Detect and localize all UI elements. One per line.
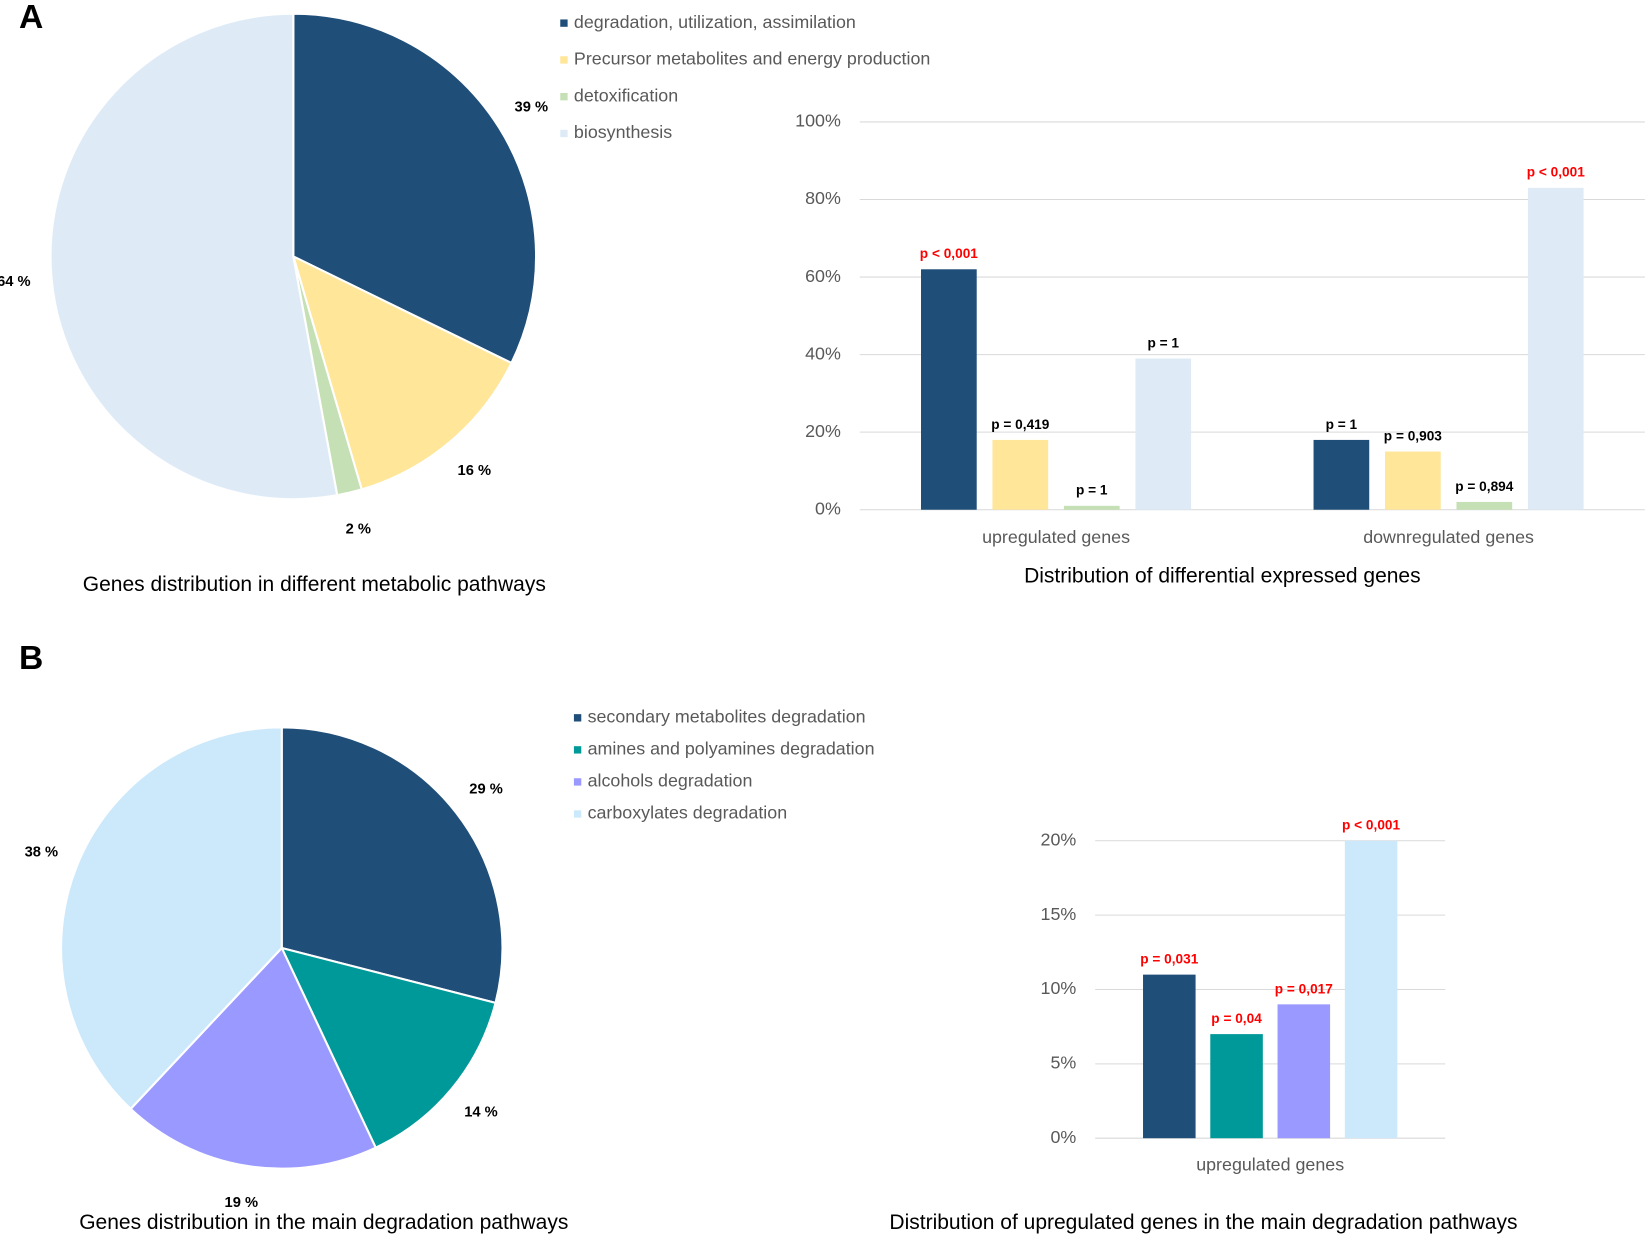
bar-annotation: p = 0,04 (1211, 1011, 1262, 1026)
bar (921, 269, 977, 510)
y-tick-label: 80% (805, 188, 841, 208)
bar (1385, 451, 1441, 510)
legend-swatch (560, 19, 568, 27)
slice-label: 2 % (346, 521, 371, 537)
y-tick-label: 20% (805, 421, 841, 441)
legend-label: amines and polyamines degradation (588, 739, 875, 759)
bar (1527, 187, 1584, 510)
bar (1313, 439, 1370, 510)
legend-label: degradation, utilization, assimilation (574, 12, 856, 32)
legend-swatch (573, 714, 582, 722)
chart-title: Genes distribution in the main degradati… (79, 1211, 568, 1234)
legend-swatch (560, 56, 568, 64)
y-tick-label: 40% (805, 343, 841, 363)
chart-title: Distribution of upregulated genes in the… (889, 1211, 1517, 1234)
slice-label: 14 % (464, 1105, 498, 1121)
bar-annotation: p = 1 (1076, 483, 1108, 498)
legend-label: carboxylates degradation (588, 803, 788, 823)
legend-label: detoxification (574, 85, 678, 105)
bar-annotation: p < 0,001 (920, 246, 978, 261)
legend-swatch (560, 93, 568, 101)
bar (1143, 974, 1196, 1139)
legend-label: Precursor metabolites and energy product… (574, 49, 930, 69)
bar (1344, 840, 1398, 1139)
y-tick-label: 10% (1041, 978, 1077, 998)
pie-slice (49, 12, 339, 501)
pie-slice (279, 946, 497, 1150)
bar (1135, 358, 1192, 510)
bar (1063, 505, 1120, 510)
slice-label: 38 % (25, 845, 59, 861)
pie-slice (129, 946, 378, 1170)
bar-annotation: p = 0,903 (1384, 428, 1442, 443)
y-tick-label: 20% (1041, 830, 1077, 850)
legend-label: alcohols degradation (588, 771, 753, 791)
bar (1210, 1034, 1263, 1139)
pie-slice (280, 726, 504, 1005)
bar-annotation: p = 0,017 (1275, 981, 1333, 996)
y-tick-label: 0% (1050, 1127, 1076, 1147)
y-tick-label: 5% (1050, 1053, 1076, 1073)
slice-label: 16 % (458, 463, 492, 479)
bar (1277, 1004, 1331, 1139)
x-tick-label: upregulated genes (982, 527, 1130, 547)
bar (1456, 501, 1513, 510)
bar-annotation: p < 0,001 (1342, 818, 1400, 833)
chart-title: Genes distribution in different metaboli… (83, 573, 546, 596)
x-tick-label: upregulated genes (1196, 1154, 1344, 1174)
slice-label: 39 % (515, 100, 549, 116)
slice-label: 19 % (225, 1195, 259, 1211)
bar-annotation: p = 0,894 (1455, 479, 1513, 494)
bar-annotation: p = 1 (1326, 417, 1358, 432)
slice-label: 29 % (469, 781, 503, 797)
y-tick-label: 0% (815, 498, 841, 518)
chart-title: Distribution of differential expressed g… (1024, 565, 1421, 588)
legend-swatch (573, 746, 582, 754)
legend-label: biosynthesis (574, 122, 672, 142)
legend-swatch (573, 778, 582, 786)
slice-label: 64 % (0, 274, 31, 290)
bar-annotation: p = 1 (1147, 335, 1179, 350)
bar-annotation: p = 0,419 (991, 417, 1049, 432)
y-tick-label: 15% (1041, 904, 1077, 924)
bar-annotation: p = 0,031 (1140, 952, 1198, 967)
panel-label: A (19, 0, 43, 36)
pie-slice (292, 12, 538, 365)
bar (992, 439, 1049, 510)
legend-label: secondary metabolites degradation (588, 707, 866, 727)
legend-swatch (560, 129, 568, 138)
y-tick-label: 60% (805, 266, 841, 286)
y-tick-label: 100% (795, 111, 841, 131)
bar-annotation: p < 0,001 (1527, 165, 1585, 180)
x-tick-label: downregulated genes (1363, 527, 1534, 547)
pie-slice (60, 726, 283, 1111)
panel-label: B (19, 640, 43, 677)
pie-slice (291, 254, 513, 491)
legend-swatch (573, 810, 582, 818)
